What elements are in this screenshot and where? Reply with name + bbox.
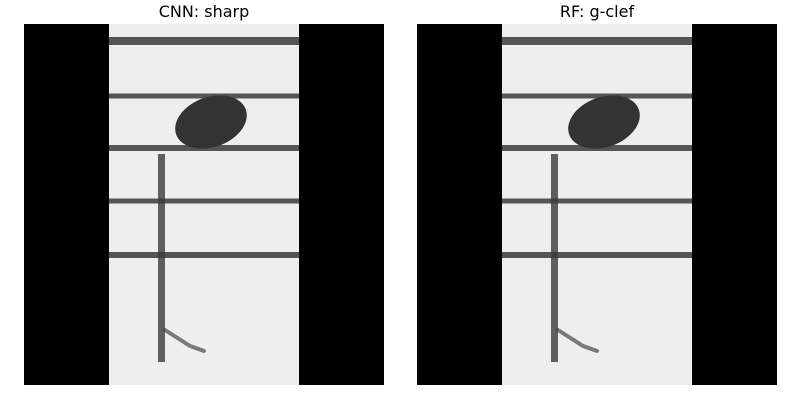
- note-flag: [163, 328, 206, 353]
- staff-line: [109, 93, 299, 99]
- left-padding-bar: [24, 24, 109, 385]
- notehead: [175, 95, 247, 149]
- note-stem: [158, 154, 165, 362]
- right-panel-title: RF: g-clef: [559, 2, 635, 21]
- staff-line: [109, 37, 299, 45]
- notehead: [568, 95, 640, 149]
- left-padding-bar: [417, 24, 502, 385]
- staff-line: [109, 198, 299, 204]
- music-symbol-image: [417, 24, 777, 385]
- left-image-panel: [24, 24, 384, 385]
- staff-line: [502, 252, 692, 258]
- left-panel-title: CNN: sharp: [158, 2, 250, 21]
- staff-line: [502, 198, 692, 204]
- right-padding-bar: [692, 24, 777, 385]
- paper-background: [109, 24, 299, 385]
- right-padding-bar: [299, 24, 384, 385]
- staff-line: [502, 93, 692, 99]
- staff-line: [502, 37, 692, 45]
- music-symbol-image: [24, 24, 384, 385]
- right-image-panel: [417, 24, 777, 385]
- note-flag: [556, 328, 599, 353]
- note-stem: [551, 154, 558, 362]
- paper-background: [502, 24, 692, 385]
- staff-line: [109, 252, 299, 258]
